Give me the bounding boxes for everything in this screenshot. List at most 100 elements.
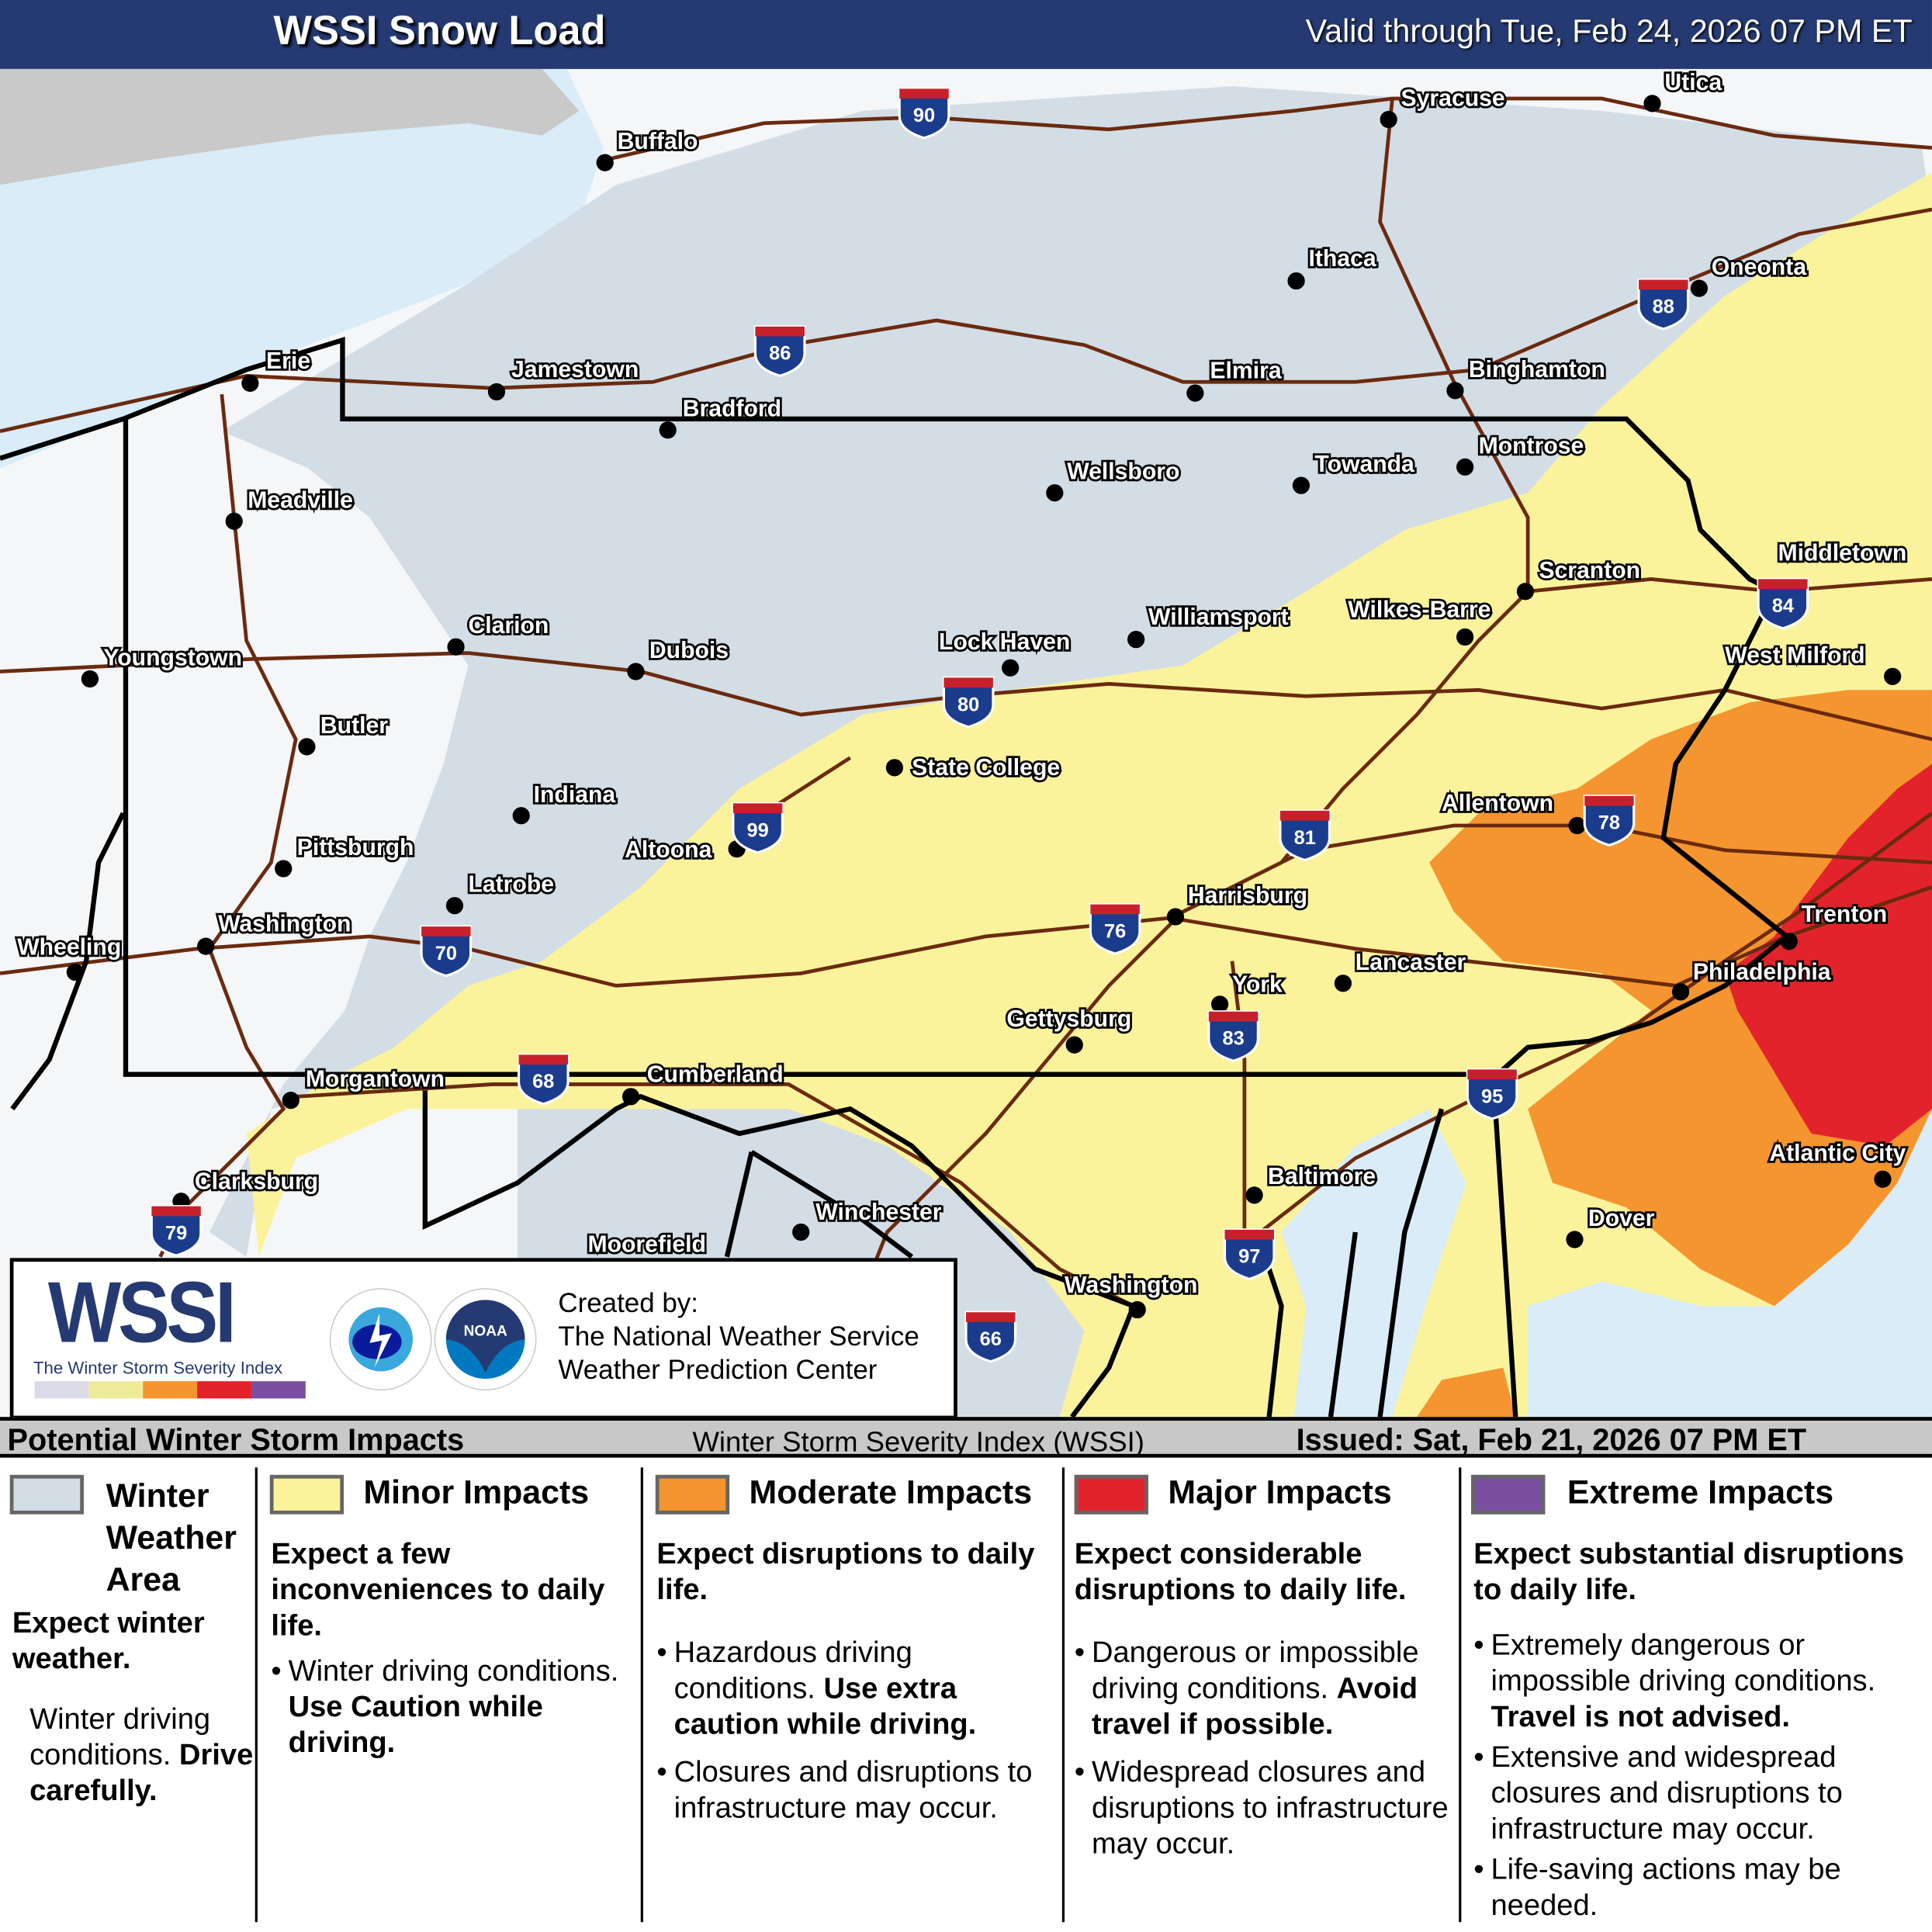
city-label: Atlantic City	[1769, 1141, 1906, 1166]
city-label: Towanda	[1314, 452, 1414, 477]
city-dot	[627, 663, 645, 680]
city-dot	[1566, 1231, 1584, 1248]
interstate-shield-icon: 83	[1207, 1010, 1259, 1062]
interstate-shield-icon: 68	[517, 1053, 570, 1106]
wssi-logo: WSSI	[47, 1264, 237, 1361]
city-label: Bradford	[683, 396, 781, 422]
city-dot	[1166, 908, 1185, 926]
atlantic-ocean	[1528, 1109, 1932, 1418]
legend-moderate: Moderate Impacts Expect disruptions to d…	[640, 1467, 1065, 1923]
city-label: Winchester	[815, 1200, 942, 1225]
minor-body: Expect a few inconveniences to daily lif…	[271, 1536, 640, 1761]
city-dot	[1245, 1186, 1263, 1204]
city-label: Montrose	[1479, 433, 1584, 459]
interstate-shield-icon: 76	[1089, 903, 1141, 955]
city-label: Williamsport	[1148, 604, 1289, 630]
city-dot	[1380, 110, 1397, 129]
city-dot	[1568, 816, 1586, 835]
city-label: Utica	[1664, 70, 1722, 95]
city-dot	[1456, 458, 1474, 476]
city-dot	[225, 512, 243, 530]
city-label: Clarksburg	[195, 1169, 318, 1194]
city-dot	[512, 807, 530, 825]
major-swatch	[1074, 1474, 1149, 1515]
minor-title: Minor Impacts	[363, 1473, 590, 1511]
lake-erie	[0, 68, 604, 469]
svg-text:84: 84	[1772, 595, 1794, 617]
winter-swatch	[9, 1474, 84, 1515]
city-dot	[1046, 484, 1064, 502]
city-label: Wilkes-Barre	[1348, 597, 1491, 623]
city-dot	[621, 1088, 640, 1106]
svg-text:95: 95	[1481, 1085, 1503, 1107]
city-label: Indiana	[534, 782, 616, 808]
legend-header: Potential Winter Storm Impacts Winter St…	[0, 1417, 1932, 1458]
city-dot	[1516, 583, 1535, 601]
svg-text:76: 76	[1104, 920, 1126, 942]
city-dot	[885, 759, 904, 777]
city-label: Youngstown	[103, 646, 242, 671]
city-dot	[1186, 384, 1204, 402]
city-dot	[298, 738, 316, 756]
city-dot	[1127, 631, 1145, 649]
interstate-shield-icon: 84	[1757, 577, 1809, 630]
svg-text:80: 80	[957, 694, 979, 715]
city-dot	[1643, 95, 1661, 113]
interstate-shield-icon: 86	[753, 325, 806, 377]
city-label: Wheeling	[17, 935, 121, 961]
city-label: State College	[912, 755, 1060, 781]
city-label: Lancaster	[1356, 950, 1466, 975]
interstate-shield-icon: 97	[1223, 1228, 1276, 1281]
city-label: Dubois	[649, 638, 729, 663]
city-label: Moorefield	[587, 1231, 705, 1257]
city-dot	[1287, 272, 1305, 290]
minor-swatch	[269, 1474, 345, 1515]
city-label: Jamestown	[511, 357, 639, 383]
city-dot	[81, 670, 99, 688]
city-dot	[197, 937, 215, 955]
city-dot	[1456, 628, 1474, 646]
city-label: Morgantown	[306, 1067, 445, 1092]
interstate-shield-icon: 66	[964, 1311, 1017, 1363]
city-dot	[447, 638, 465, 656]
interstate-shield-icon: 88	[1637, 278, 1690, 331]
valid-time: Valid through Tue, Feb 24, 2026 07 PM ET	[1305, 12, 1913, 50]
interstate-shield-icon: 90	[898, 87, 950, 140]
city-dot	[66, 963, 84, 982]
interstate-shield-icon: 79	[150, 1205, 203, 1257]
impact-map: Syracuse Utica Buffalo Ithaca Oneonta Erie Jam…	[0, 68, 1932, 1418]
svg-text:NOAA: NOAA	[464, 1323, 507, 1339]
interstate-shield-icon: 99	[732, 802, 784, 854]
credit-wpc: Weather Prediction Center	[558, 1354, 878, 1385]
extreme-title: Extreme Impacts	[1567, 1473, 1834, 1511]
city-label: Cumberland	[647, 1061, 784, 1087]
interstate-shield-icon: 80	[942, 676, 995, 729]
city-dot	[1128, 1300, 1146, 1319]
city-label: Harrisburg	[1188, 883, 1307, 909]
city-dot	[1446, 382, 1464, 400]
interstate-shields: 90 86 88 84 80 99 81 78 76 70 83 68 95 97 79 66	[150, 87, 1809, 1363]
legend-index-name: Winter Storm Severity Index (WSSI)	[692, 1425, 1144, 1458]
state-borders	[0, 336, 1791, 1418]
major-body: Expect considerable disruptions to daily…	[1075, 1536, 1459, 1861]
city-label: Scranton	[1539, 558, 1640, 583]
moderate-area-de	[1417, 1367, 1516, 1418]
created-by: Created by:	[558, 1287, 698, 1319]
city-label: Dover	[1588, 1206, 1655, 1231]
city-dot	[445, 897, 464, 915]
svg-text:81: 81	[1294, 827, 1316, 849]
city-label: Middletown	[1778, 541, 1906, 566]
svg-text:78: 78	[1598, 812, 1620, 834]
city-dot	[1874, 1170, 1892, 1188]
city-label: West Milford	[1725, 642, 1864, 668]
city-label: Ithaca	[1308, 246, 1376, 272]
svg-text:88: 88	[1653, 296, 1674, 317]
city-label: Washington	[1065, 1272, 1197, 1298]
map-title: WSSI Snow Load	[273, 7, 606, 54]
noaa-logo-icon: NOAA	[434, 1288, 537, 1391]
svg-text:86: 86	[769, 343, 791, 365]
city-label: Trenton	[1802, 902, 1888, 927]
city-dot	[275, 860, 293, 878]
city-label: Buffalo	[618, 129, 698, 154]
city-label: Syracuse	[1401, 86, 1505, 112]
